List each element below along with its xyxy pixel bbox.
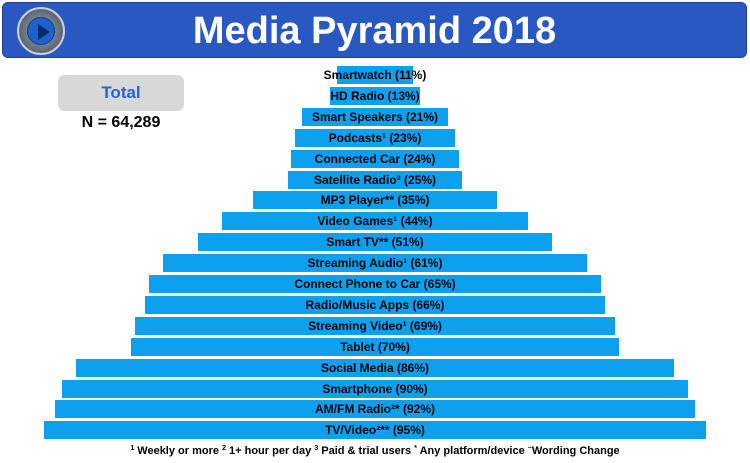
pyramid-bar bbox=[221, 212, 529, 231]
footnote-text-2: 1+ hour per day bbox=[225, 445, 315, 457]
pyramid-bar-label: Social Media (86%) bbox=[320, 360, 430, 375]
footnote-marker-2: 2 bbox=[222, 445, 226, 452]
play-icon bbox=[38, 24, 50, 40]
footnote-text-1: Weekly or more bbox=[134, 445, 223, 457]
pyramid-bar bbox=[253, 191, 497, 210]
pyramid-bar-label: Tablet (70%) bbox=[340, 339, 410, 354]
footnote-marker-4: * bbox=[414, 445, 417, 452]
pyramid-bar-label: AM/FM Radio²* (92%) bbox=[315, 402, 435, 417]
media-logo-icon bbox=[17, 7, 65, 55]
pyramid-bar-label: Radio/Music Apps (66%) bbox=[305, 297, 445, 312]
pyramid-bar bbox=[134, 316, 616, 335]
pyramid-bar bbox=[329, 86, 421, 105]
pyramid-bar bbox=[61, 379, 689, 398]
footnote-text-3: Paid & trial users bbox=[318, 445, 415, 457]
total-badge: Total bbox=[58, 75, 184, 111]
pyramid-bar-label: Smartphone (90%) bbox=[322, 381, 428, 396]
pyramid-bar-label: Satellite Radio³ (25%) bbox=[313, 172, 437, 187]
pyramid-bar bbox=[75, 358, 675, 377]
title-banner: Media Pyramid 2018 bbox=[2, 2, 747, 58]
pyramid-bar-label: Connected Car (24%) bbox=[314, 151, 436, 166]
pyramid-bar bbox=[294, 128, 456, 147]
pyramid-bar-label: Smart Speakers (21%) bbox=[311, 109, 439, 124]
pyramid-bar-label: Smart TV** (51%) bbox=[326, 235, 424, 250]
footnote-text-5: Wording Change bbox=[531, 445, 620, 457]
pyramid-bar bbox=[291, 149, 459, 168]
pyramid-bar bbox=[288, 170, 462, 189]
footnote-marker-3: 3 bbox=[314, 445, 319, 452]
footnote-text-4: Any platform/device bbox=[416, 445, 528, 457]
pyramid-bar bbox=[145, 295, 605, 314]
pyramid-bar-label: Video Games¹ (44%) bbox=[317, 214, 433, 229]
sample-size: N = 64,289 bbox=[81, 114, 161, 131]
pyramid-bar-label: TV/Video²** (95%) bbox=[325, 423, 425, 438]
pyramid-bar bbox=[336, 66, 414, 84]
pyramid-bar-label: Streaming Audio¹ (61%) bbox=[307, 256, 443, 271]
pyramid-bar bbox=[131, 337, 619, 356]
footnote-marker-5: ~ bbox=[527, 445, 532, 452]
pyramid-bar-label: MP3 Player** (35%) bbox=[320, 193, 430, 208]
footnote: 1 Weekly or more 2 1+ hour per day 3 Pai… bbox=[0, 445, 750, 457]
pyramid-bar-label: Smartwatch (11%) bbox=[323, 68, 427, 82]
pyramid-bar bbox=[301, 107, 449, 126]
pyramid-bar-label: HD Radio (13%) bbox=[330, 88, 420, 103]
pyramid-bar bbox=[197, 233, 553, 252]
pyramid-bar bbox=[148, 275, 602, 293]
pyramid-bar bbox=[162, 254, 588, 273]
logo-disc bbox=[27, 17, 55, 45]
page-title: Media Pyramid 2018 bbox=[192, 10, 557, 52]
pyramid-bar-label: Connect Phone to Car (65%) bbox=[294, 277, 456, 291]
pyramid-bar bbox=[54, 400, 696, 419]
pyramid-bar-label: Streaming Video¹ (69%) bbox=[308, 318, 442, 333]
pyramid-bar bbox=[44, 421, 706, 440]
footnote-marker-1: 1 bbox=[130, 445, 135, 452]
pyramid-bar-label: Podcasts¹ (23%) bbox=[328, 130, 422, 145]
